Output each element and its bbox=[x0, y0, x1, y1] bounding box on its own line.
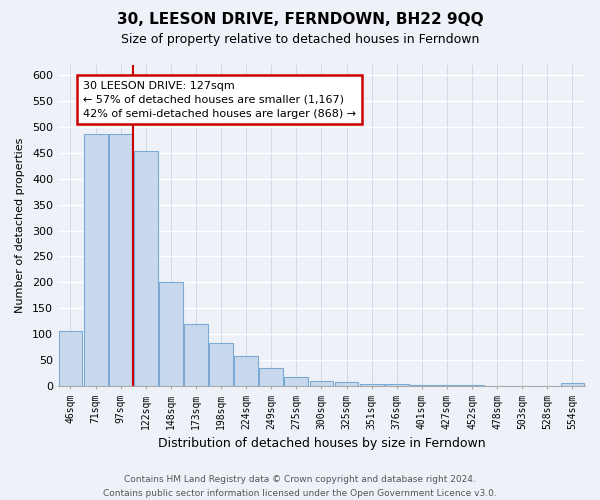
Bar bbox=[109, 134, 133, 386]
Bar bbox=[335, 382, 358, 386]
Bar bbox=[209, 344, 233, 386]
Y-axis label: Number of detached properties: Number of detached properties bbox=[15, 138, 25, 313]
Bar bbox=[385, 384, 409, 386]
Bar bbox=[59, 332, 82, 386]
Bar bbox=[134, 152, 158, 386]
Text: Contains HM Land Registry data © Crown copyright and database right 2024.
Contai: Contains HM Land Registry data © Crown c… bbox=[103, 476, 497, 498]
Bar bbox=[159, 282, 183, 386]
Bar bbox=[360, 384, 383, 386]
X-axis label: Distribution of detached houses by size in Ferndown: Distribution of detached houses by size … bbox=[158, 437, 485, 450]
Bar bbox=[259, 368, 283, 386]
Text: 30, LEESON DRIVE, FERNDOWN, BH22 9QQ: 30, LEESON DRIVE, FERNDOWN, BH22 9QQ bbox=[116, 12, 484, 28]
Bar bbox=[410, 384, 434, 386]
Bar bbox=[234, 356, 258, 386]
Bar bbox=[184, 324, 208, 386]
Bar bbox=[310, 380, 334, 386]
Text: 30 LEESON DRIVE: 127sqm
← 57% of detached houses are smaller (1,167)
42% of semi: 30 LEESON DRIVE: 127sqm ← 57% of detache… bbox=[83, 80, 356, 118]
Bar bbox=[560, 383, 584, 386]
Bar bbox=[284, 377, 308, 386]
Bar bbox=[83, 134, 107, 386]
Text: Size of property relative to detached houses in Ferndown: Size of property relative to detached ho… bbox=[121, 32, 479, 46]
